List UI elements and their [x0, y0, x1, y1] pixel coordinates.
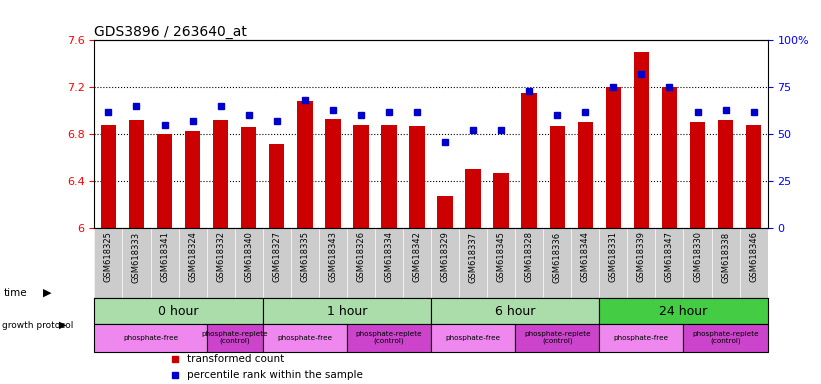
Text: GSM618341: GSM618341	[160, 232, 169, 282]
Text: phosphate-replete
(control): phosphate-replete (control)	[355, 331, 422, 344]
Text: GSM618340: GSM618340	[244, 232, 253, 282]
Text: GSM618332: GSM618332	[216, 232, 225, 283]
Bar	[241, 127, 256, 228]
Bar	[431, 324, 516, 352]
Text: phosphate-free: phosphate-free	[277, 335, 333, 341]
Text: GSM618342: GSM618342	[412, 232, 421, 282]
Text: GSM618334: GSM618334	[384, 232, 393, 283]
Text: ▶: ▶	[59, 320, 67, 330]
Bar	[431, 298, 599, 324]
Text: GSM618329: GSM618329	[441, 232, 450, 282]
Bar	[662, 87, 677, 228]
Bar	[493, 173, 509, 228]
Text: GSM618328: GSM618328	[525, 232, 534, 283]
Text: 1 hour: 1 hour	[327, 305, 367, 318]
Text: 0 hour: 0 hour	[158, 305, 199, 318]
Bar	[516, 324, 599, 352]
Bar	[263, 298, 431, 324]
Bar	[297, 101, 313, 228]
Bar	[599, 298, 768, 324]
Bar	[207, 324, 263, 352]
Text: GSM618339: GSM618339	[637, 232, 646, 283]
Bar	[185, 131, 200, 228]
Bar	[466, 169, 481, 228]
Bar	[683, 324, 768, 352]
Bar	[347, 324, 431, 352]
Text: GSM618337: GSM618337	[469, 232, 478, 283]
Bar	[381, 125, 397, 228]
Bar	[325, 119, 341, 228]
Text: time: time	[4, 288, 28, 298]
Text: GSM618325: GSM618325	[104, 232, 113, 282]
Bar	[549, 126, 565, 228]
Text: GSM618326: GSM618326	[356, 232, 365, 283]
Text: GSM618336: GSM618336	[553, 232, 562, 283]
Text: GSM618345: GSM618345	[497, 232, 506, 282]
Text: GDS3896 / 263640_at: GDS3896 / 263640_at	[94, 25, 247, 39]
Text: 24 hour: 24 hour	[659, 305, 708, 318]
Bar	[94, 298, 263, 324]
Bar	[213, 120, 228, 228]
Text: transformed count: transformed count	[187, 354, 285, 364]
Text: GSM618324: GSM618324	[188, 232, 197, 282]
Text: phosphate-free: phosphate-free	[614, 335, 669, 341]
Bar	[129, 120, 144, 228]
Text: GSM618333: GSM618333	[132, 232, 141, 283]
Text: phosphate-replete
(control): phosphate-replete (control)	[524, 331, 590, 344]
Bar	[746, 125, 761, 228]
Bar	[521, 93, 537, 228]
Text: phosphate-replete
(control): phosphate-replete (control)	[692, 331, 759, 344]
Text: GSM618344: GSM618344	[580, 232, 589, 282]
Bar	[269, 144, 284, 228]
Bar	[438, 196, 452, 228]
Text: GSM618330: GSM618330	[693, 232, 702, 283]
Bar	[157, 134, 172, 228]
Text: GSM618327: GSM618327	[273, 232, 282, 283]
Bar	[578, 122, 593, 228]
Bar	[94, 324, 207, 352]
Bar	[410, 126, 424, 228]
Text: GSM618338: GSM618338	[721, 232, 730, 283]
Bar	[101, 125, 116, 228]
Text: ▶: ▶	[43, 288, 51, 298]
Text: GSM618346: GSM618346	[749, 232, 758, 283]
Bar	[690, 122, 705, 228]
Text: percentile rank within the sample: percentile rank within the sample	[187, 371, 363, 381]
Text: 6 hour: 6 hour	[495, 305, 535, 318]
Bar	[263, 324, 347, 352]
Text: phosphate-replete
(control): phosphate-replete (control)	[201, 331, 268, 344]
Text: phosphate-free: phosphate-free	[123, 335, 178, 341]
Bar	[606, 87, 621, 228]
Bar	[599, 324, 683, 352]
Bar	[718, 120, 733, 228]
Text: growth protocol: growth protocol	[2, 321, 73, 330]
Bar	[634, 52, 649, 228]
Bar	[353, 125, 369, 228]
Text: GSM618343: GSM618343	[328, 232, 337, 283]
Text: GSM618347: GSM618347	[665, 232, 674, 283]
Text: GSM618331: GSM618331	[609, 232, 618, 283]
Text: phosphate-free: phosphate-free	[446, 335, 501, 341]
Text: GSM618335: GSM618335	[300, 232, 310, 283]
